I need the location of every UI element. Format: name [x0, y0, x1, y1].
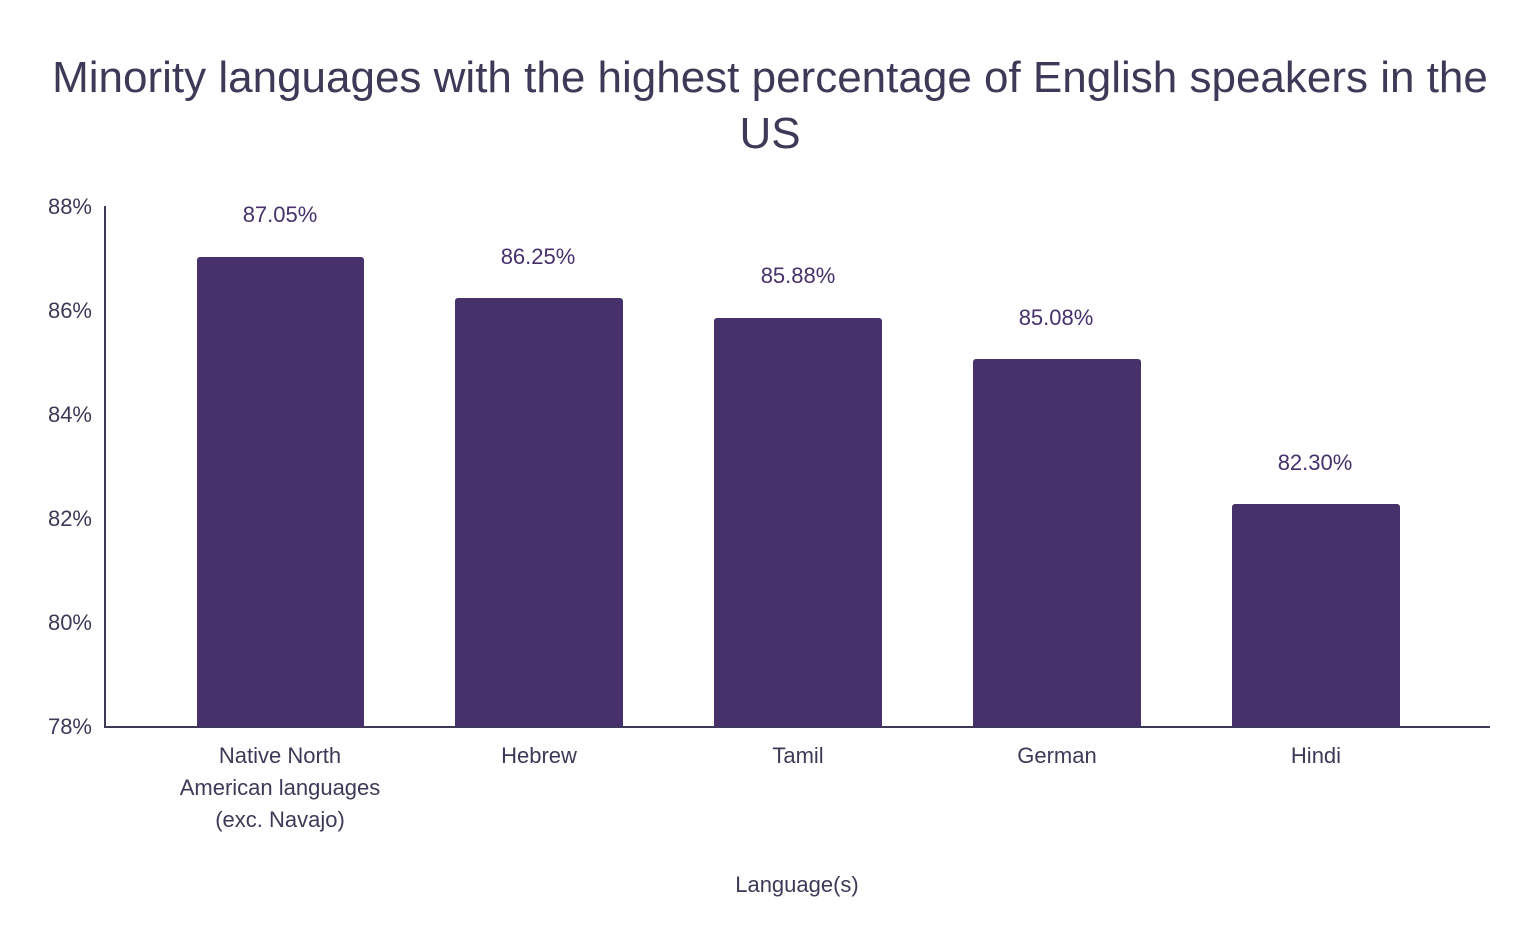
y-tick-78: 78% [47, 714, 92, 739]
bar-hindi [1232, 504, 1400, 727]
value-label: 87.05% [242, 202, 318, 227]
x-tick-label-hebrew: Hebrew [501, 743, 577, 768]
x-tick-label-hindi: Hindi [1290, 743, 1342, 768]
x-tick-line: Native North [218, 743, 342, 768]
chart-title: Minority languages with the highest perc… [52, 53, 1488, 158]
x-tick-line: (exc. Navajo) [215, 807, 345, 832]
y-tick-88: 88% [47, 194, 92, 219]
value-label: 85.88% [760, 263, 836, 288]
x-axis-title: Language(s) [735, 872, 859, 897]
x-tick-label-german: German [1017, 743, 1097, 768]
value-label: 82.30% [1277, 450, 1353, 475]
bar-hebrew [455, 298, 623, 727]
value-label: 85.08% [1018, 305, 1094, 330]
x-tick-label-tamil: Tamil [772, 743, 824, 768]
y-tick-80: 80% [47, 610, 92, 635]
x-tick-label-native-north-american: Native North American languages (exc. Na… [150, 740, 410, 836]
y-axis-line [104, 206, 106, 728]
x-tick-line: American languages [179, 775, 381, 800]
bar-german [973, 359, 1141, 727]
y-tick-82: 82% [47, 506, 92, 531]
bar-native-north-american [197, 257, 364, 727]
y-tick-86: 86% [47, 298, 92, 323]
value-label: 86.25% [500, 244, 576, 269]
y-tick-84: 84% [47, 402, 92, 427]
bar-tamil [714, 318, 882, 727]
x-axis-line [104, 726, 1490, 728]
